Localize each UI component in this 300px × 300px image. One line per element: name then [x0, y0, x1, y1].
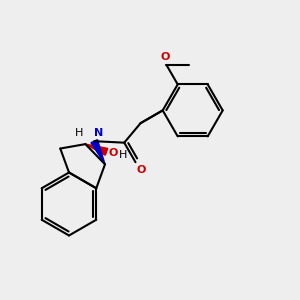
- Text: O: O: [160, 52, 170, 62]
- Text: N: N: [94, 128, 103, 138]
- Text: H: H: [75, 128, 84, 138]
- Text: O: O: [137, 165, 146, 175]
- Polygon shape: [91, 140, 105, 164]
- Polygon shape: [85, 144, 108, 155]
- Text: O: O: [109, 148, 118, 158]
- Text: H: H: [119, 150, 128, 161]
